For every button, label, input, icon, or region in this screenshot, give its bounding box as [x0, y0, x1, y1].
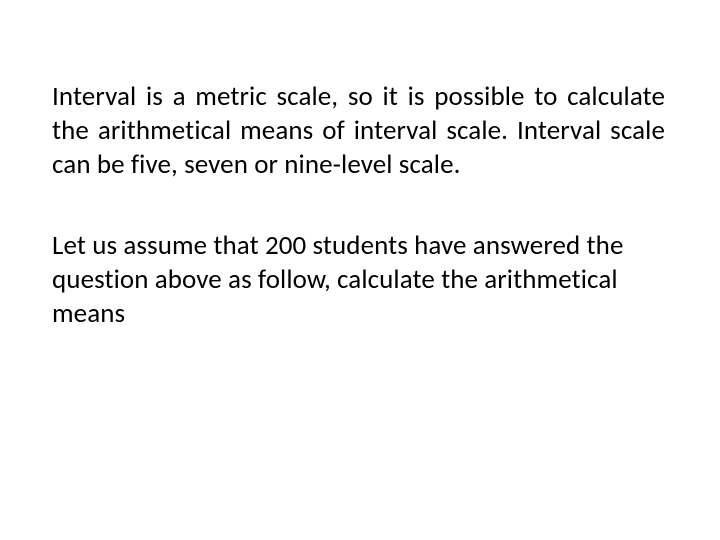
paragraph-1: Interval is a metric scale, so it is pos… — [52, 80, 665, 181]
slide-body: Interval is a metric scale, so it is pos… — [0, 0, 720, 540]
paragraph-2: Let us assume that 200 students have ans… — [52, 229, 665, 330]
